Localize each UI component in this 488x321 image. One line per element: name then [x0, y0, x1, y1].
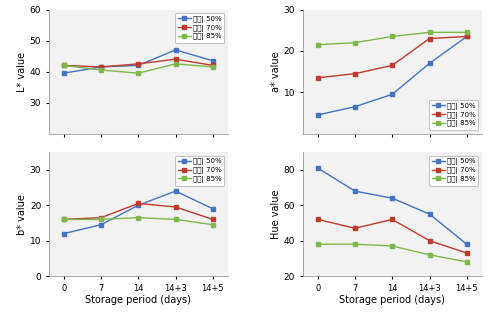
Y-axis label: a* value: a* value — [270, 51, 280, 92]
숙기| 85% — [98, 218, 104, 221]
숙기| 85% — [314, 242, 320, 246]
Legend: 숙기| 50%, 숙기| 70%, 숙기| 85%: 숙기| 50%, 숙기| 70%, 숙기| 85% — [175, 13, 224, 43]
Line: 숙기| 70%: 숙기| 70% — [315, 34, 468, 80]
숙기| 70% — [351, 72, 357, 75]
Legend: 숙기| 50%, 숙기| 70%, 숙기| 85%: 숙기| 50%, 숙기| 70%, 숙기| 85% — [428, 100, 477, 130]
숙기| 85% — [135, 71, 141, 75]
숙기| 70% — [209, 64, 215, 67]
숙기| 70% — [426, 239, 431, 243]
숙기| 50% — [426, 61, 431, 65]
숙기| 85% — [388, 35, 394, 39]
Line: 숙기| 70%: 숙기| 70% — [61, 57, 215, 69]
숙기| 70% — [463, 251, 469, 255]
숙기| 50% — [351, 105, 357, 108]
숙기| 70% — [172, 205, 178, 209]
숙기| 70% — [98, 65, 104, 69]
Y-axis label: b* value: b* value — [17, 194, 27, 235]
숙기| 70% — [135, 202, 141, 205]
숙기| 50% — [209, 207, 215, 211]
숙기| 50% — [172, 189, 178, 193]
Line: 숙기| 85%: 숙기| 85% — [315, 30, 468, 47]
숙기| 85% — [209, 223, 215, 227]
숙기| 70% — [135, 62, 141, 66]
숙기| 70% — [61, 218, 66, 221]
숙기| 85% — [463, 30, 469, 34]
숙기| 85% — [351, 41, 357, 45]
숙기| 85% — [209, 65, 215, 69]
숙기| 70% — [172, 57, 178, 61]
숙기| 85% — [388, 244, 394, 248]
Line: 숙기| 50%: 숙기| 50% — [61, 48, 215, 75]
숙기| 85% — [463, 260, 469, 264]
숙기| 85% — [426, 253, 431, 257]
숙기| 50% — [463, 35, 469, 39]
X-axis label: Storage period (days): Storage period (days) — [339, 295, 444, 306]
숙기| 50% — [314, 113, 320, 117]
숙기| 50% — [98, 65, 104, 69]
숙기| 70% — [314, 218, 320, 221]
숙기| 70% — [426, 37, 431, 40]
숙기| 50% — [135, 64, 141, 67]
Y-axis label: Hue value: Hue value — [270, 189, 280, 239]
X-axis label: Storage period (days): Storage period (days) — [85, 295, 191, 306]
숙기| 70% — [351, 226, 357, 230]
숙기| 50% — [172, 48, 178, 52]
숙기| 85% — [98, 68, 104, 72]
숙기| 85% — [61, 64, 66, 67]
숙기| 70% — [388, 64, 394, 67]
Line: 숙기| 50%: 숙기| 50% — [315, 166, 468, 247]
숙기| 50% — [209, 59, 215, 63]
숙기| 70% — [388, 218, 394, 221]
숙기| 50% — [314, 166, 320, 170]
숙기| 70% — [98, 216, 104, 220]
숙기| 85% — [172, 62, 178, 66]
숙기| 70% — [463, 35, 469, 39]
Y-axis label: L* value: L* value — [17, 52, 27, 92]
Line: 숙기| 70%: 숙기| 70% — [61, 201, 215, 222]
숙기| 50% — [426, 212, 431, 216]
Line: 숙기| 85%: 숙기| 85% — [61, 215, 215, 227]
숙기| 50% — [135, 203, 141, 207]
Line: 숙기| 85%: 숙기| 85% — [61, 61, 215, 75]
숙기| 85% — [61, 218, 66, 221]
Line: 숙기| 50%: 숙기| 50% — [61, 189, 215, 236]
Legend: 숙기| 50%, 숙기| 70%, 숙기| 85%: 숙기| 50%, 숙기| 70%, 숙기| 85% — [175, 156, 224, 186]
숙기| 50% — [388, 196, 394, 200]
숙기| 85% — [426, 30, 431, 34]
숙기| 85% — [172, 218, 178, 221]
숙기| 50% — [351, 189, 357, 193]
숙기| 50% — [61, 71, 66, 75]
숙기| 85% — [314, 43, 320, 47]
숙기| 50% — [98, 223, 104, 227]
숙기| 70% — [209, 218, 215, 221]
Line: 숙기| 70%: 숙기| 70% — [315, 217, 468, 256]
숙기| 85% — [351, 242, 357, 246]
숙기| 50% — [388, 92, 394, 96]
Line: 숙기| 50%: 숙기| 50% — [315, 34, 468, 117]
숙기| 70% — [314, 76, 320, 80]
Legend: 숙기| 50%, 숙기| 70%, 숙기| 85%: 숙기| 50%, 숙기| 70%, 숙기| 85% — [428, 156, 477, 186]
Line: 숙기| 85%: 숙기| 85% — [315, 242, 468, 264]
숙기| 70% — [61, 64, 66, 67]
숙기| 50% — [463, 242, 469, 246]
숙기| 50% — [61, 232, 66, 236]
숙기| 85% — [135, 216, 141, 220]
